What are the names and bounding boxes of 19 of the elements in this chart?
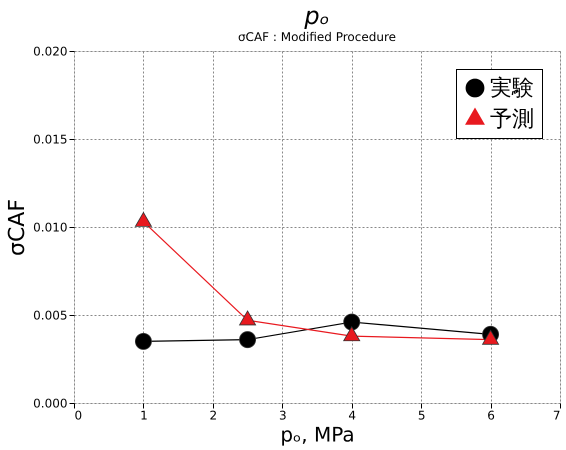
x-tick-label: 7 bbox=[552, 408, 560, 422]
y-tick-label: 0.005 bbox=[33, 308, 68, 322]
y-tick-label: 0.010 bbox=[33, 220, 68, 234]
legend-label: 予測 bbox=[490, 107, 534, 132]
y-tick-label: 0.015 bbox=[33, 132, 68, 146]
x-tick-label: 6 bbox=[487, 408, 495, 422]
y-tick-label: 0.000 bbox=[33, 396, 68, 410]
x-axis-title: pₒ, MPa bbox=[280, 422, 355, 446]
legend-label: 実験 bbox=[490, 76, 534, 101]
x-tick-label: 0 bbox=[74, 408, 82, 422]
chart-title: pₒ bbox=[303, 2, 330, 30]
y-tick-label: 0.020 bbox=[33, 44, 68, 58]
x-tick-label: 4 bbox=[348, 408, 356, 422]
chart-subtitle: σCAF : Modified Procedure bbox=[238, 30, 396, 44]
x-tick-label: 2 bbox=[210, 408, 218, 422]
x-tick-label: 3 bbox=[278, 408, 287, 422]
y-axis-title: σCAF bbox=[5, 198, 30, 256]
x-tick-label: 1 bbox=[140, 408, 148, 422]
x-tick-label: 5 bbox=[418, 408, 426, 422]
